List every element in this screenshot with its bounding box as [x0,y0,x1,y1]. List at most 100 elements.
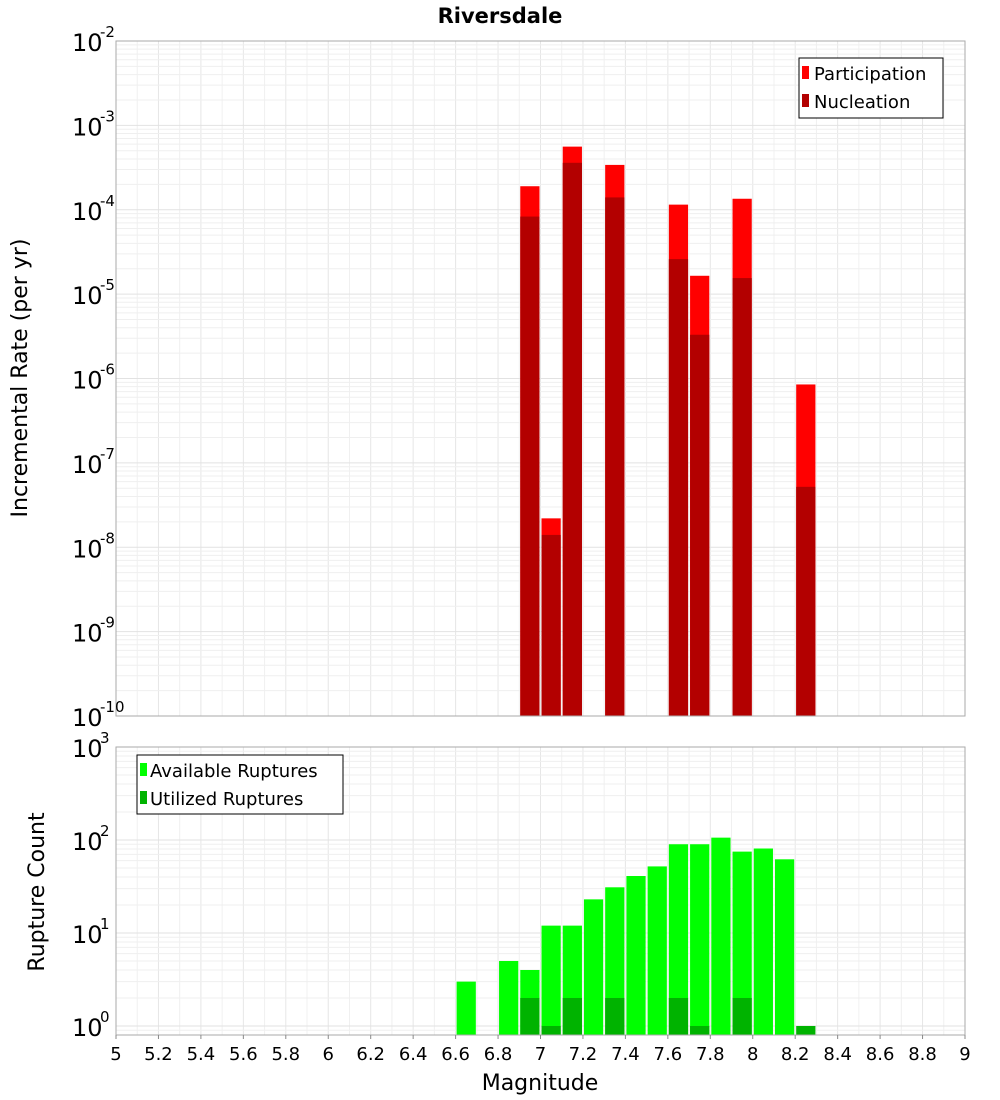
available-ruptures-bar [541,925,561,1035]
x-tick-label: 8.2 [781,1044,810,1065]
x-tick-label: 8.8 [908,1044,937,1065]
tick-base: 10 [72,828,103,856]
tick-exponent: 1 [100,915,110,933]
available-ruptures-bar [690,844,710,1035]
x-tick-label: 7.6 [654,1044,683,1065]
available-ruptures-bar [732,851,752,1035]
x-tick-label: 7.2 [569,1044,598,1065]
x-tick-label: 5.4 [187,1044,216,1065]
rate-legend: Participation Nucleation [798,57,944,119]
count-y-tick-label: 103 [72,729,110,763]
nucleation-bar [668,259,689,716]
tick-exponent: -10 [100,698,125,716]
nucleation-bar [562,162,582,716]
tick-exponent: -9 [100,614,115,632]
count-legend: Available Ruptures Utilized Ruptures [136,754,344,815]
utilized-ruptures-bar [562,997,582,1035]
rate-legend-box [798,57,944,119]
tick-base: 10 [72,1014,103,1042]
available-ruptures-bar [583,899,604,1035]
tick-exponent: -8 [100,529,115,547]
x-tick-label: 5 [110,1044,121,1065]
nucleation-bar [690,334,710,716]
nucleation-bar [520,216,540,716]
available-ruptures-bar [647,866,667,1035]
x-tick-label: 6 [323,1044,334,1065]
x-tick-label: 7 [535,1044,546,1065]
utilized-ruptures-bar [796,1025,816,1035]
available-ruptures-bar [753,848,773,1035]
legend-label-nucleation: Nucleation [814,92,910,113]
utilized-ruptures-bar [520,997,540,1035]
tick-base: 10 [72,29,103,57]
count-y-tick-label: 100 [72,1008,110,1042]
tick-exponent: -6 [100,361,115,379]
rate-plot-border [115,40,966,717]
count-y-tick-label: 102 [72,822,110,856]
tick-base: 10 [72,113,103,141]
tick-base: 10 [72,282,103,310]
x-axis-ticks: 5 5.2 5.4 5.6 5.8 6 6.2 6.4 6.6 6.8 7 7.2 7.4 7.6 7.8 8… [110,1035,971,1065]
rate-y-tick-label: 10-3 [72,107,115,141]
x-tick-label: 6.8 [484,1044,513,1065]
legend-swatch-nucleation [802,94,809,107]
x-tick-label: 7.8 [696,1044,725,1065]
tick-base: 10 [72,198,103,226]
available-ruptures-bar [626,876,646,1035]
tick-exponent: -2 [100,23,115,41]
x-axis-label: Magnitude [482,1071,599,1096]
nucleation-bar [541,534,561,716]
available-ruptures-bar [499,960,519,1035]
count-y-axis-label: Rupture Count [25,812,50,972]
available-ruptures-bar [774,859,795,1035]
available-ruptures-bar [711,837,731,1035]
tick-base: 10 [72,704,103,732]
x-tick-label: 5.2 [144,1044,173,1065]
x-tick-label: 8.4 [823,1044,852,1065]
tick-base: 10 [72,921,103,949]
utilized-ruptures-bar [732,997,752,1035]
rate-bars [520,146,816,717]
rate-y-tick-label: 10-6 [72,361,115,395]
nucleation-bar [732,278,752,716]
x-tick-label: 8.6 [866,1044,895,1065]
nucleation-bar [796,486,816,716]
count-legend-box [136,754,344,815]
nucleation-bar [605,197,625,717]
tick-base: 10 [72,735,103,763]
tick-exponent: -7 [100,445,115,463]
utilized-ruptures-bar [668,997,689,1035]
rate-y-tick-label: 10-4 [72,192,115,226]
legend-swatch-participation [802,66,809,79]
rate-y-tick-label: 10-10 [72,698,125,732]
x-tick-label: 6.2 [356,1044,385,1065]
rate-y-tick-label: 10-9 [72,614,115,648]
tick-exponent: -3 [100,107,115,125]
count-bars [456,837,816,1035]
tick-exponent: -4 [100,192,115,210]
rate-y-tick-label: 10-8 [72,529,115,563]
x-tick-label: 5.6 [229,1044,258,1065]
x-tick-label: 7.4 [611,1044,640,1065]
rate-grid [115,40,966,717]
count-y-tick-label: 101 [72,915,110,949]
tick-exponent: 0 [100,1008,110,1026]
available-ruptures-bar [668,844,689,1035]
tick-base: 10 [72,367,103,395]
tick-exponent: 2 [100,822,110,840]
chart-title: Riversdale [438,4,563,28]
utilized-ruptures-bar [605,997,625,1035]
available-ruptures-bar [456,981,476,1035]
tick-exponent: -5 [100,276,115,294]
x-tick-label: 6.6 [441,1044,470,1065]
x-tick-label: 9 [959,1044,970,1065]
legend-label-available-ruptures: Available Ruptures [150,761,318,782]
utilized-ruptures-bar [690,1025,710,1035]
rate-y-tick-label: 10-2 [72,23,115,57]
tick-base: 10 [72,451,103,479]
legend-swatch-utilized-ruptures [140,791,147,804]
